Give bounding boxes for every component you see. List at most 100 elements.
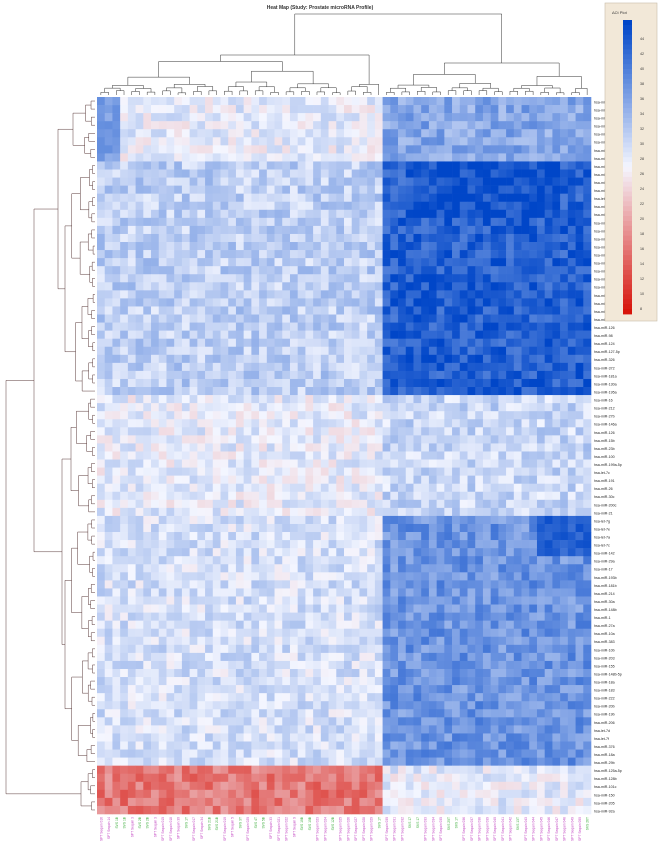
- heatmap-cell: [243, 185, 252, 194]
- heatmap-cell: [428, 370, 437, 380]
- heatmap-cell: [205, 523, 214, 533]
- heatmap-cell: [104, 282, 113, 291]
- heatmap-cell: [174, 121, 183, 130]
- heatmap-cell: [459, 266, 468, 275]
- heatmap-cell: [575, 266, 584, 275]
- heatmap-cell: [428, 636, 437, 646]
- heatmap-cell: [444, 660, 453, 670]
- heatmap-cell: [205, 298, 214, 307]
- dendrogram-branch: [91, 495, 95, 505]
- heatmap-cell: [282, 354, 291, 364]
- heatmap-cell: [135, 370, 144, 380]
- heatmap-cell: [567, 298, 576, 307]
- heatmap-cell: [274, 354, 283, 364]
- heatmap-cell: [382, 145, 391, 154]
- heatmap-cell: [444, 378, 453, 388]
- heatmap-cell: [297, 217, 306, 227]
- heatmap-cell: [220, 523, 229, 533]
- heatmap-cell: [274, 701, 283, 710]
- heatmap-cell: [158, 113, 167, 122]
- heatmap-cell: [297, 652, 306, 662]
- heatmap-cell: [367, 129, 376, 138]
- heatmap-cell: [243, 209, 252, 219]
- heatmap-cell: [482, 330, 491, 339]
- heatmap-cell: [552, 507, 561, 517]
- heatmap-cell: [158, 177, 167, 186]
- heatmap-cell: [575, 242, 584, 251]
- heatmap-cell: [344, 274, 353, 283]
- heatmap-cell: [197, 387, 206, 396]
- heatmap-cell: [97, 427, 106, 436]
- heatmap-cell: [228, 435, 237, 444]
- dendrogram-branch: [297, 83, 329, 88]
- heatmap-cell: [220, 354, 229, 364]
- heatmap-cell: [382, 411, 391, 420]
- heatmap-cell: [498, 451, 507, 460]
- heatmap-cell: [197, 362, 206, 372]
- heatmap-cell: [521, 306, 530, 315]
- heatmap-cell: [181, 395, 190, 404]
- heatmap-cell: [521, 467, 530, 476]
- heatmap-cell: [336, 580, 345, 589]
- dendrogram-branch: [92, 197, 95, 207]
- heatmap-cell: [351, 209, 360, 219]
- heatmap-cell: [220, 387, 229, 396]
- heatmap-cell: [228, 652, 237, 662]
- dendrogram-branch: [173, 84, 206, 88]
- heatmap-cell: [212, 668, 221, 678]
- heatmap-cell: [274, 395, 283, 404]
- heatmap-cell: [212, 298, 221, 307]
- heatmap-cell: [97, 548, 106, 557]
- heatmap-cell: [104, 507, 113, 517]
- heatmap-cell: [181, 193, 190, 203]
- heatmap-cell: [143, 105, 152, 114]
- heatmap-cell: [398, 556, 407, 565]
- heatmap-cell: [398, 628, 407, 638]
- heatmap-cell: [405, 137, 414, 146]
- heatmap-cell: [482, 451, 491, 460]
- heatmap-cell: [382, 668, 391, 678]
- heatmap-cell: [205, 306, 214, 315]
- heatmap-cell: [320, 556, 329, 565]
- heatmap-cell: [382, 169, 391, 178]
- heatmap-cell: [266, 314, 275, 323]
- heatmap-cell: [313, 540, 322, 549]
- heatmap-cell: [552, 403, 561, 412]
- heatmap-cell: [135, 435, 144, 444]
- heatmap-cell: [212, 193, 221, 203]
- heatmap-cell: [135, 209, 144, 219]
- heatmap-cell: [413, 660, 422, 670]
- heatmap-cell: [328, 298, 337, 307]
- heatmap-cell: [459, 370, 468, 380]
- heatmap-cell: [158, 233, 167, 243]
- heatmap-cell: [127, 580, 136, 589]
- heatmap-cell: [344, 403, 353, 412]
- heatmap-cell: [189, 362, 198, 372]
- heatmap-cell: [452, 97, 461, 106]
- heatmap-cell: [575, 346, 584, 356]
- heatmap-cell: [405, 668, 414, 678]
- heatmap-cell: [97, 250, 106, 259]
- heatmap-cell: [575, 250, 584, 259]
- heatmap-cell: [174, 306, 183, 315]
- heatmap-cell: [197, 523, 206, 533]
- heatmap-cell: [181, 338, 190, 348]
- heatmap-cell: [421, 225, 430, 235]
- heatmap-cell: [583, 161, 592, 170]
- heatmap-cell: [575, 668, 584, 678]
- heatmap-cell: [282, 540, 291, 549]
- heatmap-cell: [228, 346, 237, 356]
- heatmap-cell: [112, 233, 121, 243]
- heatmap-cell: [289, 523, 298, 533]
- heatmap-cell: [398, 121, 407, 130]
- heatmap-cell: [305, 701, 314, 710]
- heatmap-cell: [166, 185, 175, 194]
- heatmap-cell: [235, 411, 244, 420]
- heatmap-cell: [367, 97, 376, 106]
- heatmap-cell: [143, 644, 152, 654]
- heatmap-cell: [251, 193, 260, 203]
- heatmap-cell: [181, 523, 190, 533]
- heatmap-cell: [143, 636, 152, 646]
- heatmap-cell: [174, 588, 183, 597]
- heatmap-cell: [151, 427, 160, 436]
